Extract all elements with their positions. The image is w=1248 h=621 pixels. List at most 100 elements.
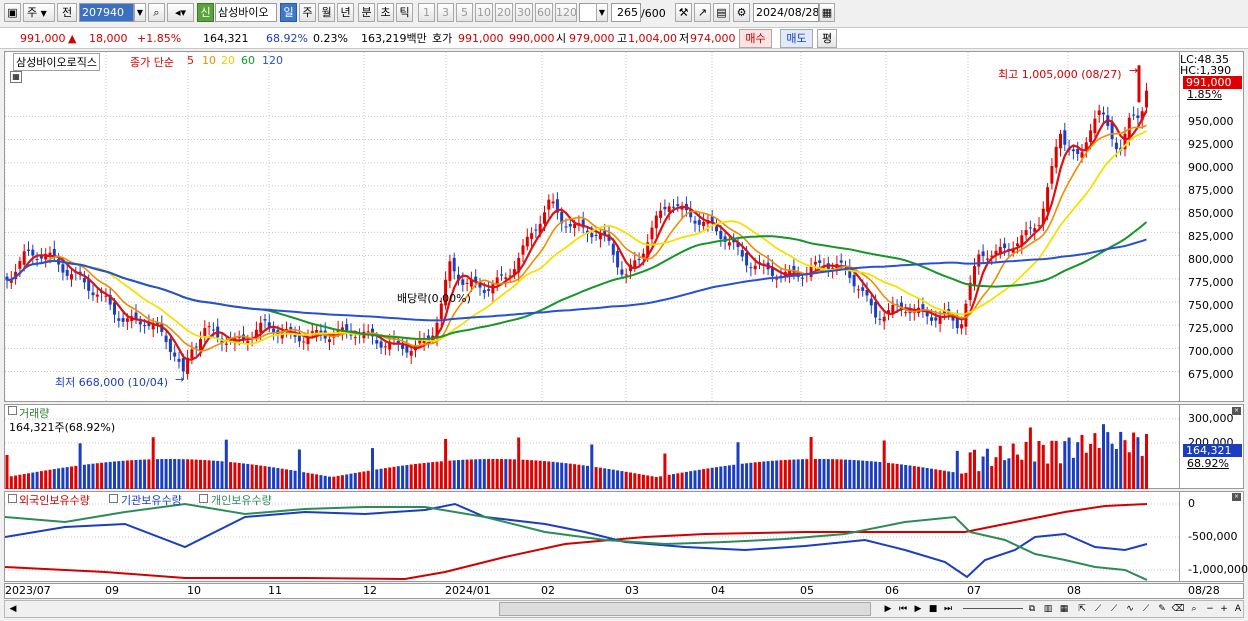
volume-bar — [1140, 456, 1144, 489]
minus-icon[interactable]: − — [1206, 604, 1214, 614]
period-month-button[interactable]: 월 — [318, 3, 335, 22]
sell-button[interactable]: 매도 — [780, 29, 813, 48]
volume-bar — [663, 453, 667, 489]
volume-bar — [525, 459, 529, 489]
bar-count-input[interactable]: 265 — [611, 3, 641, 22]
fan-tool-icon[interactable]: ⟋ — [1142, 604, 1150, 614]
interval-60-button[interactable]: 60 — [535, 3, 553, 22]
price-panel[interactable]: 삼성바이오로직스 종가 단순 5 10 20 60 120 ▦ 최고 1,005… — [4, 51, 1181, 403]
candle — [328, 339, 331, 343]
panel-select-icon[interactable] — [109, 494, 118, 503]
volume-bar — [340, 475, 344, 489]
eval-button[interactable]: 평 — [817, 29, 837, 48]
eraser-icon[interactable]: ⌫ — [1171, 604, 1185, 614]
stop-icon[interactable]: ■ — [928, 604, 938, 614]
trend-tool-icon[interactable]: ⟋ — [1110, 604, 1118, 614]
scroll-left-icon[interactable]: ◀ — [9, 604, 17, 614]
period-day-button[interactable]: 일 — [280, 3, 297, 22]
save-icon[interactable]: ▤ — [713, 3, 730, 22]
candle — [749, 267, 753, 269]
grid-toggle-icon[interactable]: ▦ — [10, 71, 22, 83]
volume-panel[interactable]: 거래량 164,321주(68.92%) — [4, 404, 1181, 489]
market-select[interactable]: 주 ▼ — [23, 3, 55, 22]
volume-bar — [951, 472, 955, 489]
tools-icon[interactable]: ⚒ — [675, 3, 692, 22]
interval-1-button[interactable]: 1 — [418, 3, 435, 22]
window-menu-icon[interactable]: ▣ — [4, 3, 21, 22]
search-icon[interactable]: ⌕ — [148, 3, 165, 22]
candle — [603, 230, 607, 235]
candle — [573, 223, 577, 229]
volume-bar — [323, 475, 327, 489]
close-icon[interactable]: × — [1232, 493, 1241, 501]
period-year-button[interactable]: 년 — [337, 3, 354, 22]
line-tool-icon[interactable]: ⟋ — [1094, 604, 1102, 614]
candle — [818, 260, 822, 263]
period-tick-button[interactable]: 틱 — [396, 3, 413, 22]
code-dropdown-icon[interactable]: ▼ — [134, 3, 146, 22]
volume-bar — [315, 474, 319, 489]
hold-tick-1m: -1,000,000 — [1188, 563, 1248, 576]
candle — [624, 274, 628, 276]
interval-3-button[interactable]: 3 — [437, 3, 454, 22]
play-icon[interactable]: ▶ — [914, 604, 922, 614]
grid-icon[interactable]: ▦ — [1059, 604, 1069, 614]
volume-bar — [598, 467, 602, 489]
interval-dropdown-icon[interactable]: ▼ — [596, 3, 608, 22]
period-second-button[interactable]: 초 — [377, 3, 394, 22]
prev-code-button[interactable]: 전 — [57, 3, 77, 22]
panel-select-icon[interactable] — [8, 494, 17, 503]
cursor-icon[interactable]: ⇱ — [1078, 604, 1086, 614]
holding-panel[interactable]: 외국인보유수량 기관보유수량 개인보유수량 — [4, 491, 1181, 582]
volume-bar — [762, 461, 766, 489]
panel-select-icon[interactable] — [8, 406, 17, 415]
interval-10-button[interactable]: 10 — [475, 3, 493, 22]
zoom-slider[interactable] — [963, 608, 1023, 609]
interval-120-button[interactable]: 120 — [555, 3, 577, 22]
rewind-icon[interactable]: ⏮ — [898, 604, 908, 614]
date-input[interactable]: 2024/08/28 — [753, 3, 819, 22]
candle — [1123, 133, 1127, 150]
stock-code-input[interactable]: 207940 — [79, 3, 134, 22]
candle — [990, 255, 994, 257]
candle — [82, 278, 86, 283]
zoom-in-icon[interactable]: ⌕ — [1191, 604, 1197, 614]
chart-scrollbar[interactable]: ◀ ▶ ⏮ ▶ ■ ⏭ ⧉ ▥ ▦ ⇱ ⟋ ⟋ ∿ ⟋ ✎ ⌫ ⌕ − + A — [4, 600, 1244, 618]
interval-20-button[interactable]: 20 — [495, 3, 513, 22]
gear-icon[interactable]: ⚙ — [733, 3, 750, 22]
volume-bar — [18, 474, 22, 489]
text-tool-icon[interactable]: A — [1234, 604, 1242, 614]
scroll-right-icon[interactable]: ▶ — [884, 604, 892, 614]
volume-bar — [1028, 427, 1032, 489]
copy-icon[interactable]: ⧉ — [1028, 604, 1036, 614]
panel-select-icon[interactable] — [199, 494, 208, 503]
candle — [899, 302, 903, 309]
wave-tool-icon[interactable]: ∿ — [1126, 604, 1134, 614]
chart-type-icon[interactable]: ↗ — [694, 3, 711, 22]
candle — [1132, 114, 1136, 116]
interval-5-button[interactable]: 5 — [456, 3, 473, 22]
candle — [865, 289, 869, 296]
period-week-button[interactable]: 주 — [299, 3, 316, 22]
volume-bar — [328, 476, 331, 489]
layout-icon[interactable]: ▥ — [1043, 604, 1053, 614]
price-tick: 825,000 — [1188, 230, 1234, 243]
candle — [1114, 142, 1118, 150]
volume-bar — [573, 464, 577, 489]
candle — [134, 312, 138, 320]
volume-bar — [246, 463, 250, 489]
buy-button[interactable]: 매수 — [739, 29, 772, 48]
interval-30-button[interactable]: 30 — [515, 3, 533, 22]
holding-axis: × 0 -500,000 -1,000,000 — [1180, 491, 1248, 582]
volume-bar — [444, 438, 448, 489]
plus-icon[interactable]: + — [1220, 604, 1228, 614]
draw-tool-icon[interactable]: ✎ — [1158, 604, 1166, 614]
period-minute-button[interactable]: 분 — [358, 3, 375, 22]
speaker-icon[interactable]: ◂▾ — [167, 3, 194, 22]
forward-icon[interactable]: ⏭ — [943, 604, 953, 614]
close-icon[interactable]: × — [1232, 407, 1241, 415]
scroll-thumb[interactable] — [499, 602, 871, 616]
calendar-icon[interactable]: ▦ — [819, 3, 835, 22]
candle — [964, 303, 968, 327]
max-arrow-icon: → — [1129, 64, 1139, 77]
